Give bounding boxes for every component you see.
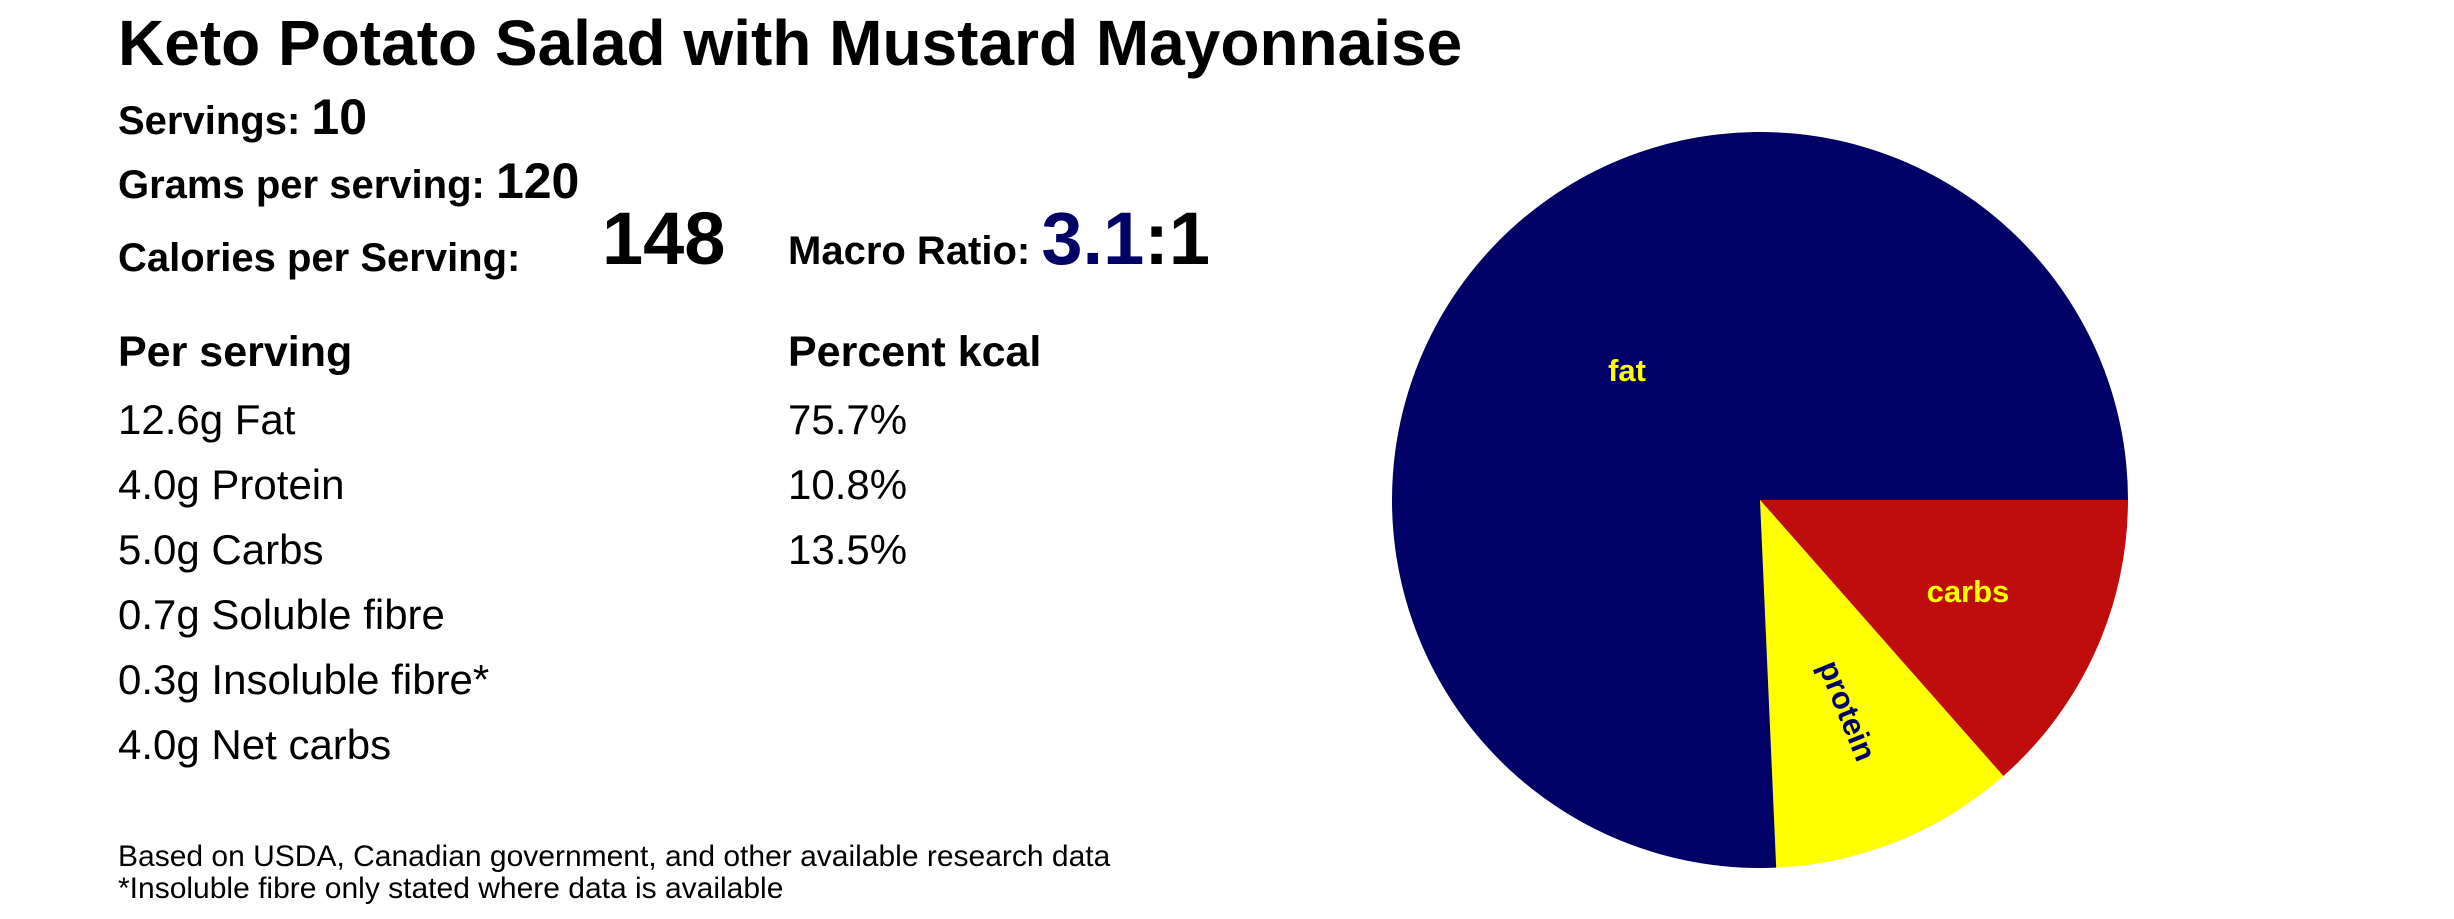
- calories-label: Calories per Serving:: [118, 236, 521, 280]
- percent-kcal-header: Percent kcal: [788, 328, 1042, 376]
- grams-line: Grams per serving: 120: [118, 152, 579, 210]
- calories-value: 148: [602, 197, 726, 280]
- pie-label-fat: fat: [1608, 353, 1646, 388]
- grams-value: 120: [495, 153, 580, 209]
- row-soluble-fibre-amount: 0.7g Soluble fibre: [118, 591, 445, 638]
- per-serving-header: Per serving: [118, 328, 353, 376]
- recipe-title: Keto Potato Salad with Mustard Mayonnais…: [118, 7, 1463, 79]
- row-protein-amount: 4.0g Protein: [118, 461, 345, 508]
- row-carbs-amount: 5.0g Carbs: [118, 526, 324, 573]
- footnote-fibre: *Insoluble fibre only stated where data …: [118, 872, 784, 905]
- pie-label-carbs: carbs: [1927, 574, 2010, 609]
- pie-slice-carbs: [1760, 500, 2128, 777]
- servings-label: Servings:: [118, 99, 312, 143]
- pie-slice-fat: [1392, 131, 2128, 868]
- footnote-source: Based on USDA, Canadian government, and …: [118, 840, 1111, 873]
- servings-line: Servings: 10: [118, 88, 367, 146]
- row-fat-amount: 12.6g Fat: [118, 396, 296, 443]
- row-carbs-percent: 13.5%: [788, 526, 908, 573]
- macro-ratio: Macro Ratio: 3.1:1: [788, 196, 1210, 281]
- row-net-carbs-amount: 4.0g Net carbs: [118, 721, 392, 768]
- row-fat-percent: 75.7%: [788, 396, 908, 443]
- row-protein-percent: 10.8%: [788, 461, 908, 508]
- grams-label: Grams per serving:: [118, 163, 496, 207]
- pie-slice-protein: [1760, 500, 2004, 868]
- row-insoluble-fibre-amount: 0.3g Insoluble fibre*: [118, 656, 490, 703]
- macro-ratio-fat: 3.1: [1041, 197, 1145, 280]
- servings-value: 10: [311, 89, 368, 145]
- macro-ratio-rest: :1: [1144, 197, 1211, 280]
- macro-ratio-label: Macro Ratio:: [788, 229, 1042, 273]
